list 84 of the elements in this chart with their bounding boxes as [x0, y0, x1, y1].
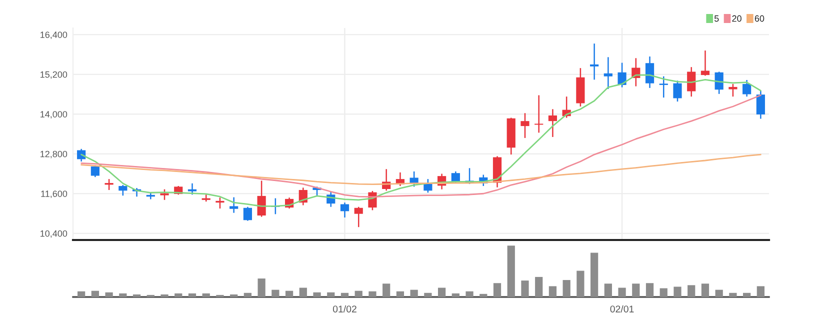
bar — [313, 292, 321, 297]
bar — [230, 294, 238, 297]
bar — [756, 286, 764, 297]
bar — [535, 276, 543, 297]
bar — [382, 284, 390, 297]
bar — [743, 292, 751, 297]
legend-label: 60 — [754, 15, 764, 22]
x-tick-label: 02/01 — [610, 305, 634, 312]
bar — [438, 288, 446, 297]
candlestick — [104, 178, 114, 191]
bar — [646, 283, 654, 297]
bar — [660, 288, 668, 297]
y-tick-label: 10,400 — [40, 230, 68, 238]
bar — [701, 284, 710, 297]
bar — [327, 292, 335, 297]
candlestick — [118, 184, 128, 196]
bar — [507, 246, 515, 297]
candlestick — [645, 56, 654, 89]
bar — [396, 291, 404, 297]
candlestick — [230, 196, 238, 214]
y-tick-label: 11,600 — [41, 190, 68, 198]
bar — [618, 288, 626, 297]
candlestick — [340, 202, 350, 218]
bar — [299, 288, 307, 297]
candlestick — [728, 83, 738, 98]
bar — [424, 292, 432, 297]
bar — [674, 286, 682, 297]
bar — [548, 286, 557, 297]
bar — [160, 294, 168, 297]
bar — [258, 278, 266, 297]
bar — [272, 290, 280, 297]
candlestick — [257, 180, 266, 218]
candlestick — [742, 79, 752, 98]
candlestick — [756, 90, 765, 120]
candlestick — [714, 71, 724, 95]
bar — [480, 294, 488, 297]
bar — [729, 292, 737, 297]
bar — [340, 292, 349, 297]
candlestick — [188, 182, 197, 196]
bar — [590, 252, 598, 297]
candlestick — [700, 50, 710, 76]
bar — [604, 284, 612, 297]
bar — [105, 292, 113, 297]
bar — [354, 290, 362, 297]
x-tick-label: 01/02 — [332, 305, 356, 312]
bar — [91, 290, 99, 297]
y-tick-label: 12,800 — [40, 150, 68, 158]
candlestick — [687, 66, 696, 98]
bar — [244, 292, 252, 297]
candlestick — [160, 188, 169, 201]
bar — [410, 290, 418, 297]
bar — [466, 291, 474, 297]
candlestick — [534, 94, 544, 134]
bar — [493, 283, 502, 297]
bar — [576, 270, 584, 297]
legend-label: 20 — [732, 15, 742, 22]
bar — [452, 293, 460, 297]
bar — [285, 290, 294, 297]
bar — [78, 291, 86, 297]
legend-label: 5 — [714, 15, 719, 22]
candlestick — [673, 80, 682, 102]
bar — [202, 293, 210, 297]
bar — [632, 284, 640, 297]
candlestick — [520, 112, 530, 139]
candlestick — [659, 76, 668, 98]
bar — [188, 293, 196, 297]
bar — [562, 280, 570, 297]
candlestick — [216, 196, 224, 210]
y-tick-label: 16,400 — [40, 32, 68, 40]
bar — [368, 291, 376, 297]
bar — [688, 285, 696, 297]
bar — [132, 294, 141, 297]
y-tick-label: 15,200 — [40, 71, 68, 79]
candlestick — [590, 42, 599, 80]
bar — [715, 290, 723, 297]
candlestick — [618, 62, 626, 88]
y-tick-label: 14,000 — [40, 111, 68, 119]
bar — [174, 293, 182, 297]
bar — [119, 293, 127, 297]
candlestick — [354, 206, 363, 228]
candlestick — [548, 108, 558, 138]
candlestick — [604, 56, 612, 90]
bar — [521, 280, 529, 297]
candlestick — [243, 206, 252, 222]
